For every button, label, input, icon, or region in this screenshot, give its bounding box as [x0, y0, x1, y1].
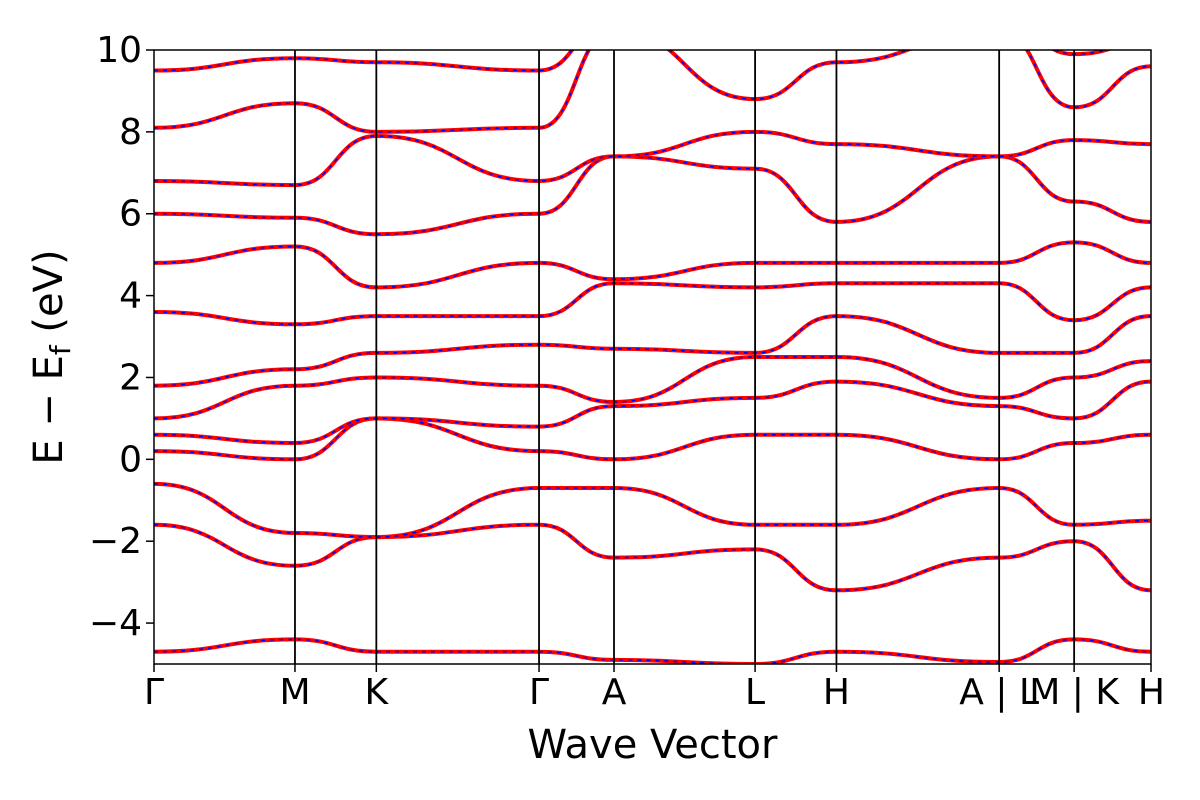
- band-line-8: [154, 240, 1151, 290]
- x-tick-label: Γ: [529, 672, 549, 713]
- y-tick-label: 6: [119, 194, 142, 235]
- y-tick-label: 0: [119, 439, 142, 480]
- band-dash-12: [154, 50, 1109, 72]
- kpath-divider-lines: [294, 50, 1076, 664]
- band-dash-7: [154, 282, 1151, 326]
- band-dash-4: [154, 380, 1151, 444]
- band-line-2: [154, 481, 1151, 540]
- band-line-4: [154, 379, 1151, 446]
- x-tick-label: M | K: [1029, 672, 1120, 713]
- band-line-12: [154, 50, 1113, 73]
- y-tick-label: 8: [119, 112, 142, 153]
- y-axis-title-subscript: f: [44, 344, 77, 355]
- x-axis-title: Wave Vector: [528, 722, 779, 768]
- x-tick-label: H: [1138, 672, 1165, 713]
- band-line-1: [154, 522, 1151, 593]
- band-dash-9: [154, 155, 1151, 236]
- y-tick-label: −4: [89, 603, 142, 644]
- y-axis-title-main: E − E: [26, 355, 72, 465]
- x-tick-label: H: [823, 672, 850, 713]
- band-line-5: [154, 354, 1151, 421]
- band-line-6: [154, 314, 1151, 388]
- x-tick-label: L: [745, 672, 765, 713]
- band-line-3: [154, 416, 1151, 462]
- y-tick-label: −2: [89, 521, 142, 562]
- x-axis: Γ M K Γ A L H A | LM | K H: [144, 664, 1165, 713]
- y-tick-label: 4: [119, 276, 142, 317]
- band-dash-11: [154, 50, 1151, 133]
- y-axis-title-unit: (eV): [26, 249, 72, 345]
- band-line-0: [154, 637, 1151, 664]
- band-dash-6: [154, 315, 1151, 387]
- y-axis: −4 −2 0 2 4 6 8 10: [89, 30, 154, 644]
- y-tick-label: 10: [96, 30, 142, 71]
- band-dash-8: [154, 241, 1151, 289]
- band-line-9: [154, 154, 1151, 237]
- x-tick-label: M: [279, 672, 310, 713]
- band-dash-0: [154, 638, 1151, 664]
- band-dash-5: [154, 356, 1151, 420]
- y-tick-label: 2: [119, 357, 142, 398]
- band-line-11: [154, 50, 1151, 134]
- y-axis-title: E − Ef (eV): [26, 249, 77, 464]
- band-line-7: [154, 281, 1151, 327]
- band-lines: [154, 50, 1151, 664]
- x-tick-label: K: [365, 672, 390, 713]
- x-tick-label: A: [602, 672, 627, 713]
- band-dash-2: [154, 483, 1151, 538]
- band-dash-10: [154, 131, 1151, 186]
- plot-frame: [153, 49, 1152, 665]
- x-tick-label: Γ: [144, 672, 164, 713]
- band-dash-3: [154, 417, 1151, 461]
- x-tick-label: A | L: [959, 672, 1039, 713]
